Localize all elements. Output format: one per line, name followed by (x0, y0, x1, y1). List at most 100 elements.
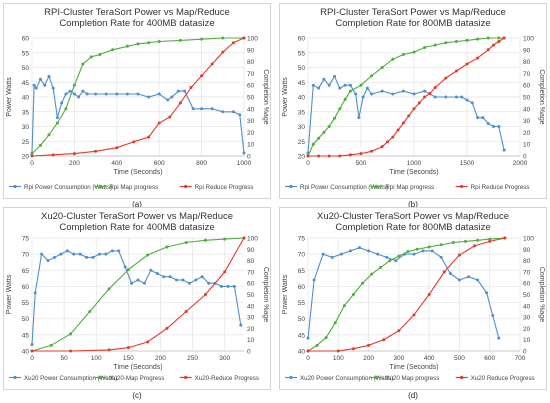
data-point (391, 135, 395, 139)
data-point (51, 86, 55, 90)
legend-label: Xu20 Power Consumption (Watts) (300, 375, 393, 382)
data-point (30, 343, 34, 347)
y2-axis-label: Completion %age (262, 69, 269, 124)
data-point (397, 254, 401, 258)
data-point (170, 95, 174, 99)
data-point (492, 125, 495, 128)
chart-title-line: Completion Rate for 400MB datasize (59, 222, 214, 233)
data-point (200, 107, 204, 111)
data-point (46, 259, 50, 263)
y2-tick-label: 20 (523, 130, 531, 137)
data-point (72, 92, 76, 96)
data-point (157, 40, 161, 44)
y2-tick-label: 100 (247, 236, 258, 243)
data-point (486, 36, 490, 40)
x-tick-label: 2000 (513, 160, 528, 167)
data-point (178, 38, 182, 42)
data-point (423, 95, 427, 99)
y-tick-label: 65 (22, 268, 30, 275)
data-point (200, 74, 204, 78)
x-tick-label: 500 (454, 355, 465, 362)
data-point (412, 252, 416, 256)
sublabel-b: (b) (408, 200, 418, 209)
series-line-0 (31, 250, 242, 345)
data-point (336, 349, 340, 353)
data-point (43, 83, 47, 87)
data-point (147, 95, 151, 99)
data-point (361, 95, 365, 99)
data-point (38, 77, 42, 81)
data-point (221, 110, 225, 114)
x-tick-label: 1000 (237, 160, 252, 167)
y2-tick-label: 0 (523, 349, 527, 356)
data-point (91, 255, 95, 259)
data-point (136, 278, 140, 282)
data-point (126, 268, 130, 272)
data-point (386, 140, 389, 144)
y-tick-label: 70 (22, 252, 30, 259)
data-point (430, 249, 434, 253)
data-point (311, 142, 315, 146)
data-point (343, 83, 347, 87)
y2-tick-label: 0 (247, 349, 251, 356)
data-point (351, 293, 355, 296)
x-tick-label: 1000 (407, 160, 422, 167)
data-point (412, 107, 416, 111)
data-point (448, 272, 452, 276)
data-point (442, 270, 446, 274)
y-axis-label: Power Watts (282, 274, 289, 314)
data-point (385, 255, 389, 259)
data-point (221, 36, 225, 40)
x-tick-label: 200 (69, 160, 80, 167)
data-point (380, 89, 384, 93)
data-point (327, 154, 331, 158)
x-tick-label: 300 (393, 355, 404, 362)
data-point (492, 43, 495, 47)
legend-marker (184, 375, 188, 380)
data-point (40, 252, 44, 256)
data-point (423, 45, 427, 49)
y-tick-label: 45 (22, 332, 30, 339)
y2-tick-label: 70 (247, 71, 255, 78)
data-point (51, 153, 55, 157)
y-axis-label: Power Watts (6, 77, 13, 117)
data-point (406, 250, 410, 254)
data-point (370, 272, 374, 276)
data-point (485, 291, 489, 295)
legend-marker (184, 184, 188, 189)
data-point (401, 121, 405, 125)
y2-tick-label: 40 (523, 303, 531, 310)
data-point (497, 125, 501, 128)
y2-tick-label: 0 (247, 154, 251, 161)
data-point (210, 62, 214, 66)
y2-tick-label: 90 (523, 247, 531, 254)
y-tick-label: 20 (298, 154, 306, 161)
data-point (382, 338, 386, 342)
x-tick-label: 250 (187, 355, 198, 362)
data-point (231, 110, 235, 114)
data-point (321, 252, 325, 256)
data-point (338, 154, 342, 158)
data-point (348, 83, 352, 87)
data-point (333, 116, 336, 120)
legend-marker (460, 375, 464, 380)
data-point (370, 92, 374, 96)
y2-tick-label: 70 (247, 269, 255, 276)
data-point (165, 245, 169, 249)
data-point (476, 37, 480, 41)
data-point (210, 107, 214, 111)
x-tick-label: 100 (91, 355, 102, 362)
data-point (460, 95, 464, 99)
data-point (30, 349, 34, 353)
data-point (34, 86, 38, 90)
data-point (380, 145, 384, 149)
data-point (444, 95, 448, 99)
data-point (47, 74, 51, 78)
data-point (433, 95, 437, 99)
data-point (433, 86, 437, 90)
data-point (497, 36, 501, 40)
data-point (88, 309, 92, 313)
data-point (491, 313, 495, 317)
y2-tick-label: 30 (247, 315, 255, 322)
y2-tick-label: 100 (523, 36, 534, 43)
